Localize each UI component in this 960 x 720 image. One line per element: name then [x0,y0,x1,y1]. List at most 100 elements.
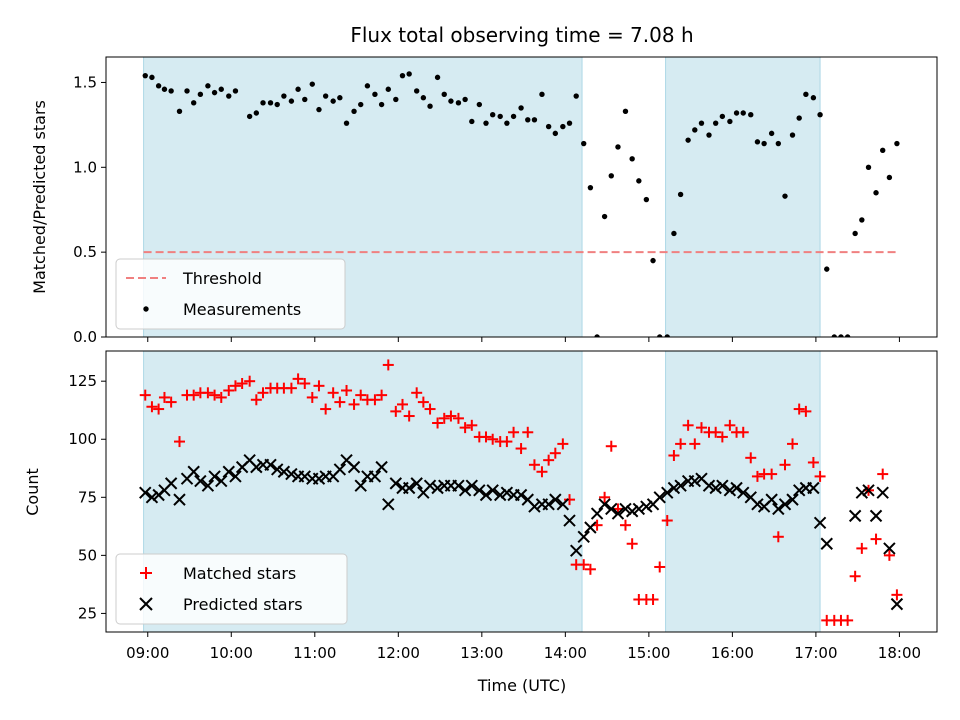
x-tick-label: 18:00 [878,644,921,662]
measurement-point [587,184,594,191]
measurement-point [455,100,462,106]
matched-star-point [299,378,311,390]
predicted-star-point [500,486,514,499]
predicted-star-point [709,481,722,495]
predicted-star-point [716,479,729,492]
measurement-point [622,108,629,115]
matched-star-point [842,614,854,626]
x-tick-label: 17:00 [794,644,837,662]
measurement-point [378,101,385,108]
measurement-point [560,123,566,130]
matched-star-point [807,456,819,468]
matched-star-point [376,389,388,401]
measurement-point [330,98,336,104]
matched-star-point [557,438,569,450]
measurement-point [844,334,851,337]
measurement-point [677,191,684,198]
measurement-point [824,266,830,272]
matched-star-point [849,570,861,582]
predicted-star-point [577,530,590,543]
predicted-star-point [368,470,382,483]
measurement-point [316,106,322,113]
matched-star-point [647,593,659,605]
predicted-star-point [813,516,827,530]
x-tick-label: 10:00 [210,644,253,662]
matched-star-point [605,440,617,452]
predicted-star-point [702,479,716,492]
measurement-point [754,139,761,145]
measurement-point [789,132,796,138]
measurement-point [803,91,809,98]
predicted-star-point [298,470,311,483]
predicted-star-point [271,463,284,476]
matched-star-point [229,380,241,392]
predicted-star-point [194,474,207,488]
matched-star-point [578,559,590,571]
predicted-star-point [829,666,840,677]
measurement-point [309,81,315,87]
measurement-point [727,118,733,125]
predicted-star-point [486,484,499,497]
measurement-point [636,178,642,184]
measurement-point [608,173,614,179]
measurement-point [497,113,503,120]
count-panel: 25 50 75 100 125 09:00 10:00 11:00 12:00 13:00 14:… [68,350,938,677]
predicted-star-point [473,484,486,497]
x-tick-label: 09:00 [126,644,169,662]
legend-entry-label: Matched stars [183,564,296,583]
measurement-point [581,140,587,147]
x-tick-label: 13:00 [460,644,503,662]
predicted-star-point [848,509,862,523]
measurement-point [698,120,705,126]
matched-star-point [236,378,248,390]
measurement-point [246,113,253,120]
measurement-point [343,120,350,126]
predicted-star-point [410,477,423,490]
measurement-point [364,83,371,89]
legend-measurement-swatch [143,306,149,312]
predicted-star-point [611,507,625,520]
matched-star-point [153,403,165,415]
measurement-point [168,88,174,94]
measurement-point [253,110,260,116]
measurement-point [545,123,552,130]
top-legend-box [115,258,346,330]
matched-star-point [870,533,882,545]
predicted-star-point [855,486,869,499]
predicted-star-point [423,479,437,492]
matched-star-point [787,438,799,450]
measurement-point [295,86,301,92]
x-tick-label: 14:00 [544,644,587,662]
predicted-star-point [598,498,611,511]
matched-star-point [682,419,694,431]
matched-star-point [883,549,895,561]
legend-entry-label: Measurements [183,300,301,319]
measurement-point [427,103,433,109]
bottom-legend: Matched stars Predicted stars [115,553,348,625]
matched-star-point [689,438,701,450]
measurement-point [796,115,802,121]
bottom-data [139,359,904,677]
matched-star-point [710,426,722,438]
predicted-star-point [751,498,764,511]
top-data [142,71,900,337]
predicted-star-point [640,500,653,513]
predicted-star-point [431,481,444,495]
matched-star-point [188,389,200,401]
measurement-point [406,71,412,77]
measurement-point [664,334,670,337]
predicted-star-point [222,465,235,478]
measurement-point [615,144,621,150]
matched-star-point [424,403,436,415]
matched-star-point [724,419,736,431]
matched-star-point [327,387,339,399]
measurement-point [810,95,817,101]
bottom-y-tick-label: 125 [68,372,97,390]
measurement-point [281,93,287,99]
measurement-point [838,334,844,337]
measurement-point [510,113,517,120]
matched-star-point [751,470,763,482]
matched-star-point [654,561,666,573]
predicted-star-point [778,498,792,511]
matched-star-point [716,431,728,443]
